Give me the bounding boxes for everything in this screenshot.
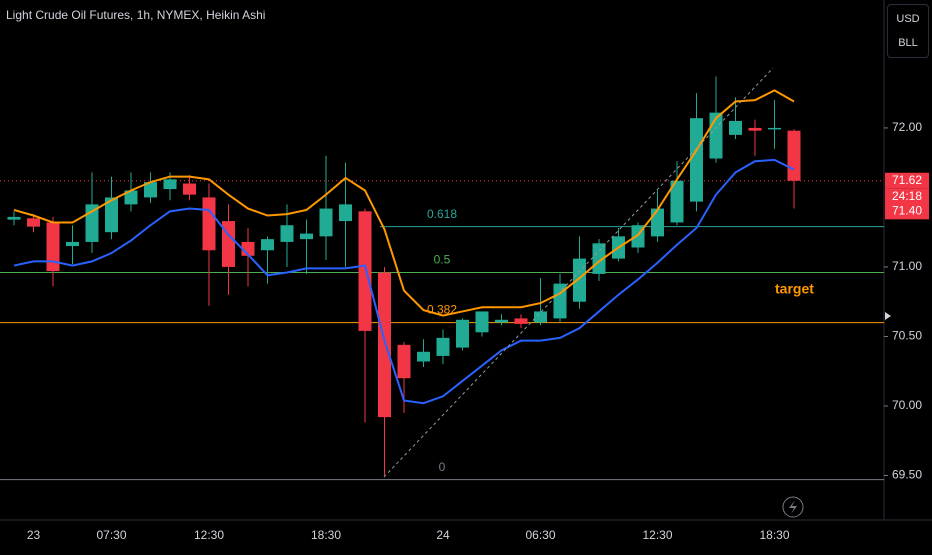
candle-body: [397, 344, 411, 379]
candle-body: [66, 241, 79, 247]
annotation: target: [775, 281, 814, 297]
candle-body: [7, 216, 21, 220]
candle-body: [787, 130, 801, 181]
candle-body: [651, 208, 664, 237]
candle-body: [261, 239, 274, 251]
ma-line: [13, 89, 795, 317]
candle-body: [27, 218, 40, 227]
candle-body: [46, 222, 60, 272]
candle-body: [319, 208, 333, 237]
y-tick-label: 72.00: [892, 120, 922, 134]
lightning-icon: [782, 496, 804, 518]
y-tick-label: 71.00: [892, 259, 922, 273]
x-tick-label: 07:30: [96, 528, 126, 542]
candle-body: [85, 204, 99, 242]
candle-body: [534, 311, 547, 323]
candle-body: [690, 118, 703, 202]
currency[interactable]: USD: [896, 13, 920, 25]
candle-body: [300, 233, 313, 240]
candle-body: [436, 337, 450, 356]
trend-line: [383, 67, 774, 478]
candle-body: [105, 197, 118, 233]
currency-box[interactable]: USD BLL: [887, 4, 929, 58]
x-tick-label: 12:30: [642, 528, 672, 542]
last-price-label-bg: [885, 172, 929, 189]
candle-body: [514, 318, 528, 324]
y-tick-label: 69.50: [892, 468, 922, 482]
lightning-glyph: [789, 500, 797, 514]
candle-body: [729, 120, 742, 135]
candle-body: [202, 197, 216, 251]
candle-body: [495, 319, 508, 323]
x-tick-label: 24: [436, 528, 450, 542]
candle-body: [378, 272, 391, 418]
unit[interactable]: BLL: [898, 37, 918, 49]
candle-body: [768, 127, 781, 130]
price-marker-label-bg: [885, 203, 929, 220]
x-tick-label: 06:30: [525, 528, 555, 542]
x-tick-label: 23: [27, 528, 41, 542]
countdown-label-bg: [885, 188, 929, 205]
x-tick-label: 18:30: [759, 528, 789, 542]
candle-body: [456, 319, 469, 348]
candle-body: [417, 351, 430, 362]
fib-label: 0.618: [427, 207, 457, 221]
axis-arrow: [885, 312, 891, 320]
fib-label: 0: [439, 460, 446, 474]
candle-body: [553, 283, 567, 319]
candle-body: [280, 225, 294, 242]
y-tick-label: 70.50: [892, 329, 922, 343]
candle-body: [124, 190, 138, 205]
fib-label: 0.5: [434, 253, 451, 267]
candle-body: [670, 180, 684, 223]
candle-body: [358, 211, 372, 331]
candle-body: [748, 127, 762, 131]
candle-body: [144, 182, 157, 198]
x-tick-label: 18:30: [311, 528, 341, 542]
candle-body: [475, 311, 489, 333]
candle-body: [163, 179, 177, 190]
candle-body: [339, 204, 352, 222]
price-marker-label: 71.40: [892, 204, 922, 218]
countdown-label: 24:18: [892, 189, 922, 203]
y-tick-label: 70.00: [892, 398, 922, 412]
candle-body: [573, 258, 586, 302]
candle-body: [222, 221, 235, 267]
candle-body: [183, 183, 196, 195]
x-tick-label: 12:30: [194, 528, 224, 542]
candle-body: [592, 243, 606, 274]
ma-line: [13, 158, 795, 405]
last-price-label: 71.62: [892, 173, 922, 187]
chart-title: Light Crude Oil Futures, 1h, NYMEX, Heik…: [6, 8, 265, 22]
